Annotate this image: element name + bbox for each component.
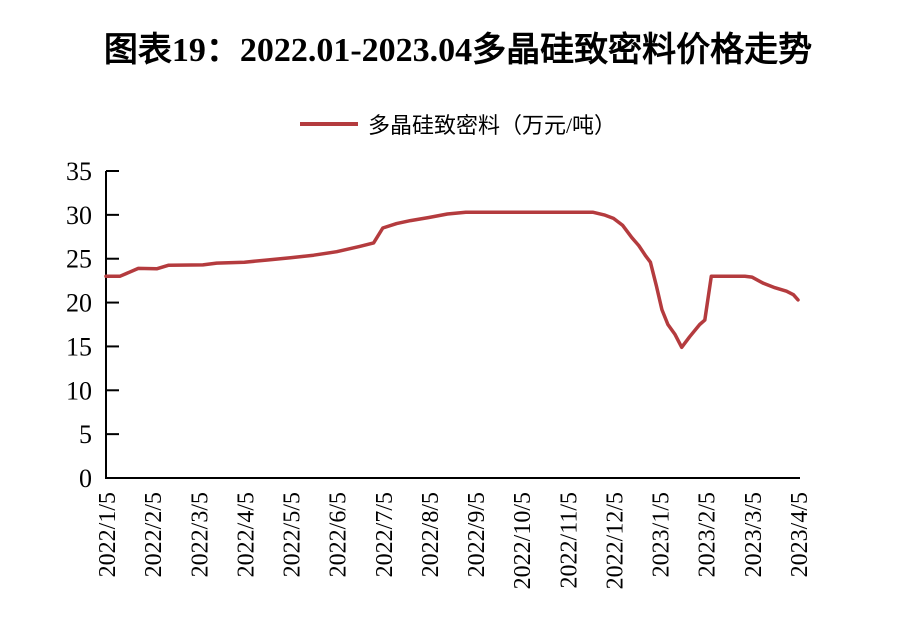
x-axis-tick-label: 2022/9/5	[464, 492, 490, 577]
axis-lines	[105, 171, 800, 479]
x-axis-tick-label: 2023/3/5	[741, 492, 767, 577]
x-axis-tick-label: 2022/8/5	[418, 492, 444, 577]
x-axis-tick-label: 2022/7/5	[372, 492, 398, 577]
x-axis-tick-label: 2022/4/5	[233, 492, 259, 577]
price-line-series	[104, 210, 800, 350]
x-axis-tick-label: 2023/2/5	[695, 492, 721, 577]
legend-line-icon	[299, 122, 358, 126]
x-axis-tick-label: 2022/1/5	[95, 492, 121, 577]
x-axis-tick-label: 2022/2/5	[141, 492, 167, 577]
x-axis-tick-label: 2023/1/5	[649, 492, 675, 577]
y-axis-tick-label: 20	[66, 289, 92, 318]
y-axis-tick-label: 5	[79, 420, 92, 449]
x-axis-tick-label: 2022/10/5	[510, 492, 536, 589]
x-axis-tick-label: 2022/11/5	[556, 492, 582, 588]
y-axis-tick-label: 30	[66, 201, 92, 230]
x-axis-tick-label: 2023/4/5	[787, 492, 813, 577]
y-axis-tick-label: 15	[66, 332, 92, 361]
x-axis-tick-label: 2022/12/5	[602, 492, 628, 589]
x-axis-tick-label: 2022/3/5	[187, 492, 213, 577]
y-axis-tick-label: 25	[66, 245, 92, 274]
legend-label: 多晶硅致密料（万元/吨）	[367, 113, 617, 138]
legend: 多晶硅致密料（万元/吨）	[0, 110, 916, 138]
y-axis-tick-label: 35	[66, 157, 92, 186]
x-axis-tick-label: 2022/5/5	[280, 492, 306, 577]
y-axis-tick-label: 10	[66, 376, 92, 405]
chart-title: 图表19：2022.01-2023.04多晶硅致密料价格走势	[103, 32, 813, 69]
x-axis-tick-label: 2022/6/5	[326, 492, 352, 577]
y-axis-tick-label: 0	[79, 464, 92, 493]
